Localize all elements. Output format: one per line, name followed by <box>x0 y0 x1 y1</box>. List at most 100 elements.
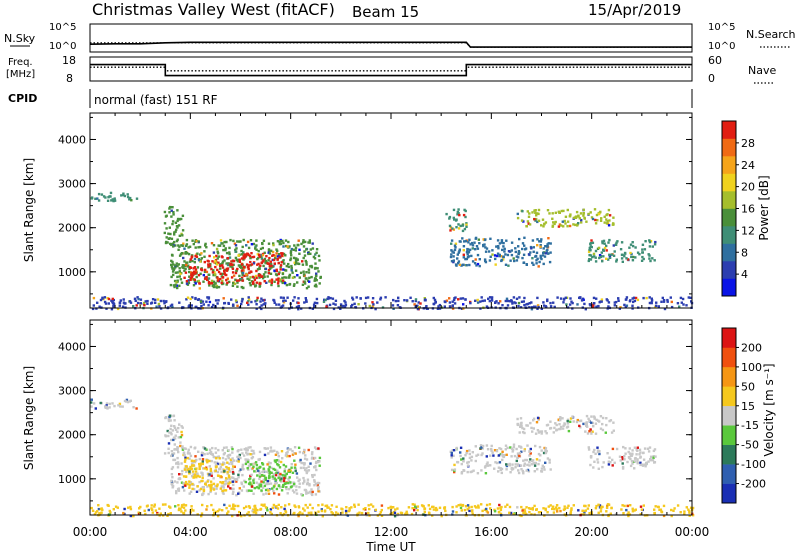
power-echo-cell <box>213 256 216 259</box>
velocity-echo-cell <box>287 448 290 451</box>
velocity-echo-cell <box>212 488 216 491</box>
velocity-echo-cell <box>214 451 218 454</box>
velocity-echo-cell <box>204 483 208 486</box>
power-echo-cell <box>551 212 554 215</box>
power-echo-cell <box>261 299 265 302</box>
velocity-echo-cell <box>279 479 282 482</box>
velocity-echo-cell <box>518 454 521 458</box>
velocity-echo-cell <box>370 503 373 506</box>
velocity-echo-cell <box>285 486 288 489</box>
power-echo-cell <box>298 252 301 255</box>
velocity-echo-cell <box>198 457 201 461</box>
velocity-echo-cell <box>305 490 308 493</box>
velocity-echo-cell <box>184 458 187 461</box>
power-echo-cell <box>371 305 375 308</box>
velocity-echo-cell <box>639 461 642 464</box>
velocity-echo-cell <box>523 448 526 451</box>
power-echo-cell <box>491 249 494 252</box>
power-echo-cell <box>185 238 189 242</box>
power-echo-cell <box>655 301 658 304</box>
velocity-echo-cell <box>118 402 122 406</box>
velocity-echo-cell <box>391 512 394 515</box>
velocity-echo-cell <box>216 483 219 486</box>
power-echo-cell <box>416 304 419 307</box>
power-echo-cell <box>303 282 307 285</box>
velocity-echo-cell <box>310 511 313 514</box>
power-echo-cell <box>322 300 326 303</box>
velocity-echo-cell <box>614 512 618 516</box>
power-echo-cell <box>423 297 426 300</box>
power-echo-cell <box>242 265 245 269</box>
velocity-echo-cell <box>416 508 419 512</box>
velocity-colorbar-segment-2 <box>722 444 736 465</box>
velocity-echo-cell <box>516 456 519 459</box>
power-echo-cell <box>210 282 214 285</box>
velocity-echo-cell <box>305 467 308 470</box>
power-echo-cell <box>653 243 657 246</box>
power-echo-cell <box>291 276 295 279</box>
power-echo-cell <box>487 297 490 300</box>
power-echo-cell <box>351 296 354 299</box>
velocity-echo-cell <box>217 448 220 452</box>
velocity-echo-cell <box>176 446 179 449</box>
velocity-echo-cell <box>596 461 600 464</box>
power-echo-cell <box>118 304 121 307</box>
velocity-echo-cell <box>228 476 231 479</box>
velocity-echo-cell <box>229 487 232 490</box>
velocity-echo-cell <box>252 479 255 482</box>
power-echo-cell <box>451 307 455 310</box>
velocity-ylabel: Slant Range [km] <box>22 366 36 470</box>
velocity-echo-cell <box>481 452 484 455</box>
power-echo-cell <box>625 296 629 299</box>
velocity-echo-cell <box>239 456 242 460</box>
velocity-echo-cell <box>255 463 259 467</box>
velocity-echo-cell <box>192 464 195 467</box>
power-echo-cell <box>196 266 200 269</box>
nave-right-tick-bottom: 0 <box>708 72 715 85</box>
power-echo-cell <box>129 301 133 304</box>
power-echo-cell <box>498 253 501 257</box>
velocity-echo-cell <box>530 426 533 430</box>
velocity-echo-cell <box>280 480 283 483</box>
velocity-echo-cell <box>607 460 610 463</box>
power-echo-cell <box>198 245 202 249</box>
power-echo-cell <box>215 254 218 258</box>
power-echo-cell <box>528 212 531 215</box>
power-echo-cell <box>228 246 231 250</box>
power-echo-cell <box>432 302 436 306</box>
velocity-echo-cell <box>612 421 615 424</box>
velocity-echo-cell <box>452 449 456 452</box>
power-echo-cell <box>502 258 505 261</box>
power-echo-cell <box>670 300 673 304</box>
velocity-echo-cell <box>314 493 318 496</box>
power-echo-cell <box>207 277 211 280</box>
power-echo-cell <box>328 303 332 307</box>
velocity-echo-cell <box>229 460 233 463</box>
power-echo-cell <box>178 267 181 270</box>
velocity-echo-cell <box>222 486 225 489</box>
power-echo-cell <box>215 261 218 264</box>
velocity-echo-cell <box>405 510 408 513</box>
velocity-echo-cell <box>201 462 204 466</box>
velocity-echo-cell <box>251 509 254 513</box>
power-echo-cell <box>97 192 101 196</box>
velocity-echo-cell <box>135 407 138 410</box>
velocity-echo-cell <box>556 510 559 513</box>
velocity-echo-cell <box>169 427 172 431</box>
velocity-echo-cell <box>601 416 605 420</box>
velocity-echo-cell <box>526 463 529 467</box>
power-echo-cell <box>464 257 467 261</box>
power-echo-cell <box>215 286 219 289</box>
velocity-echo-cell <box>111 402 114 405</box>
velocity-echo-cell <box>285 472 288 476</box>
power-echo-cell <box>461 237 464 240</box>
velocity-echo-cell <box>183 454 186 457</box>
velocity-echo-cell <box>460 458 463 461</box>
power-echo-cell <box>282 252 286 256</box>
power-echo-cell <box>217 299 220 302</box>
velocity-echo-cell <box>201 473 204 477</box>
power-echo-cell <box>521 242 525 245</box>
cpid-value: normal (fast) 151 RF <box>94 93 218 107</box>
power-echo-cell <box>458 250 461 253</box>
